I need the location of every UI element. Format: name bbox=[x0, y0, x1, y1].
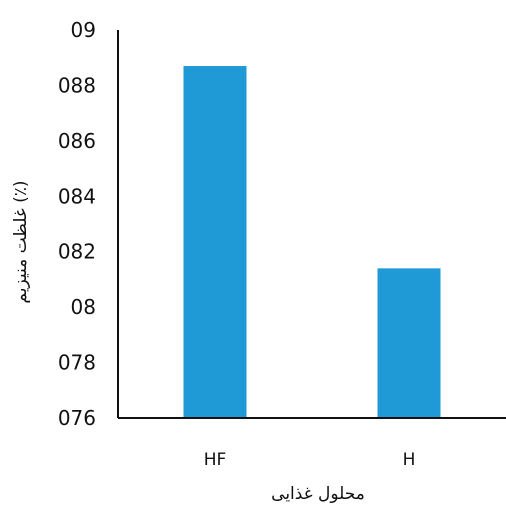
y-tick-label: 09 bbox=[71, 18, 96, 42]
x-tick-labels: HF H bbox=[204, 450, 416, 470]
x-tick-label: H bbox=[403, 450, 416, 470]
y-tick-label: 086 bbox=[58, 129, 96, 153]
bar-h bbox=[377, 268, 441, 418]
y-tick-labels: 076 078 08 082 084 086 088 09 bbox=[58, 18, 96, 430]
bar-hf bbox=[183, 66, 247, 419]
y-tick-label: 078 bbox=[58, 351, 96, 375]
y-tick-label: 08 bbox=[71, 295, 96, 319]
y-axis-label: غلظت منیزیم (٪) bbox=[11, 180, 31, 303]
x-axis-label: محلول غذایی bbox=[271, 484, 365, 504]
y-tick-label: 088 bbox=[58, 73, 96, 97]
y-tick-label: 082 bbox=[58, 240, 96, 264]
y-tick-label: 084 bbox=[58, 184, 96, 208]
x-tick-label: HF bbox=[204, 450, 227, 470]
y-tick-label: 076 bbox=[58, 406, 96, 430]
bars-group bbox=[183, 66, 441, 419]
